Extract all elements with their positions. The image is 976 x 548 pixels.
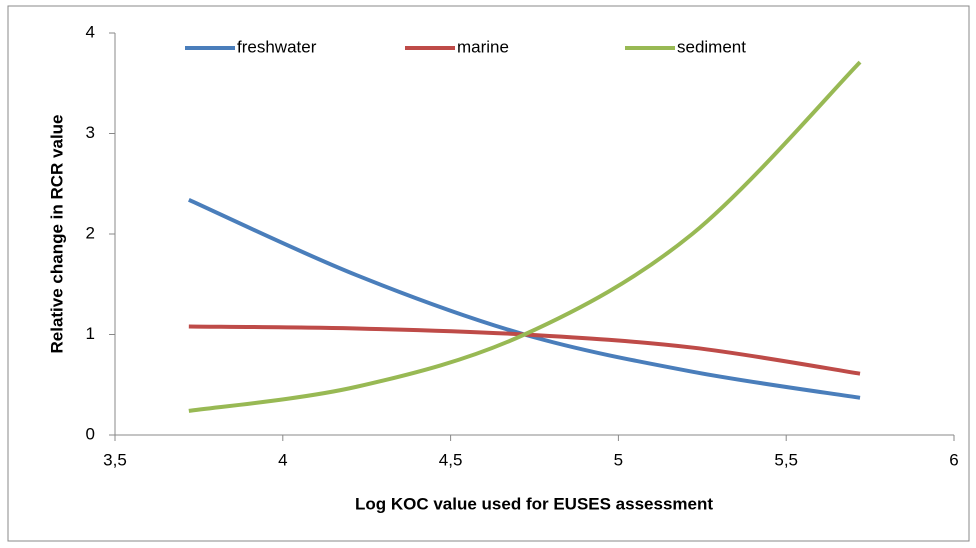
chart-border [7,5,970,542]
x-tick-label: 4,5 [439,450,463,469]
x-tick-label: 6 [949,450,958,469]
x-tick-label: 4 [278,450,287,469]
x-tick-label: 5,5 [774,450,798,469]
y-tick-label: 4 [86,22,95,41]
x-axis-title: Log KOC value used for EUSES assessment [355,494,713,513]
y-tick-label: 0 [86,424,95,443]
y-tick-label: 1 [86,324,95,343]
x-tick-label: 5 [614,450,623,469]
legend-label: sediment [677,37,746,56]
y-tick-label: 3 [86,123,95,142]
y-axis-title: Relative change in RCR value [47,114,66,353]
y-tick-label: 2 [86,223,95,242]
legend-label: marine [457,37,509,56]
legend-label: freshwater [237,37,317,56]
x-tick-label: 3,5 [103,450,127,469]
series-line [188,60,862,413]
